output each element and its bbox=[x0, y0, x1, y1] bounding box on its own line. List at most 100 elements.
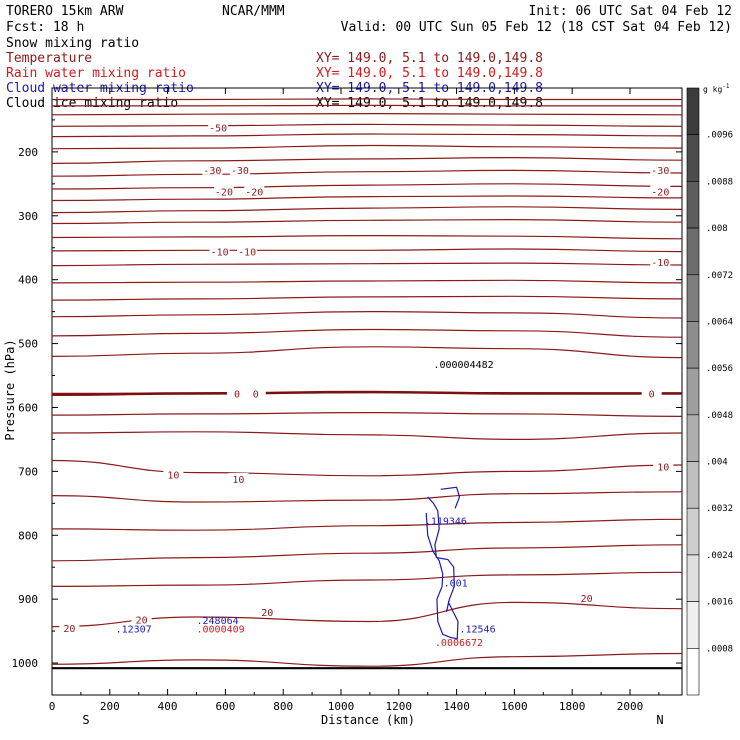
maximum-value: .0000409 bbox=[196, 624, 244, 635]
maximum-value: .001 bbox=[444, 578, 468, 589]
temperature-isotherm bbox=[51, 195, 683, 202]
contour-label: 20 bbox=[136, 616, 148, 627]
plot-frame bbox=[51, 87, 683, 696]
y-tick-label: 300 bbox=[18, 210, 38, 223]
x-tick-label: 1400 bbox=[443, 700, 470, 713]
model-title: TORERO 15km ARW bbox=[6, 4, 124, 19]
colorbar-tick-label: .0096 bbox=[706, 131, 733, 141]
temperature-isotherm bbox=[51, 295, 683, 301]
x-tick-label: 1800 bbox=[559, 700, 586, 713]
colorbar-tick-label: .0024 bbox=[706, 551, 733, 561]
temperature-isotherm bbox=[51, 431, 683, 441]
temperature-isotherm bbox=[51, 262, 683, 267]
x-tick-label: 400 bbox=[158, 700, 178, 713]
x-end-label: N bbox=[656, 713, 663, 727]
x-axis: 0 200 400 600 800 1000 1200 1400 1600 1800 2000 bbox=[49, 88, 660, 713]
x-tick-label: 600 bbox=[215, 700, 235, 713]
cloud-water-contour-top bbox=[440, 486, 461, 509]
colorbar-cell bbox=[686, 461, 700, 509]
y-axis-label: Pressure (hPa) bbox=[3, 339, 17, 440]
temperature-isotherm bbox=[52, 98, 682, 101]
colorbar-cell bbox=[686, 601, 700, 649]
x-tick-label: 1600 bbox=[501, 700, 528, 713]
temperature-isotherm bbox=[51, 279, 683, 284]
contour-label-bg bbox=[650, 255, 671, 267]
forecast-hour: Fcst: 18 h bbox=[6, 20, 84, 35]
x-start-label: S bbox=[82, 713, 89, 727]
colorbar-cell bbox=[686, 507, 700, 556]
colorbar-unit-base: g kg bbox=[703, 85, 722, 94]
temperature-isotherm bbox=[51, 346, 683, 359]
colorbar-cell bbox=[686, 414, 700, 462]
contour-label: -30 bbox=[651, 166, 669, 177]
contour-label-bg bbox=[650, 185, 671, 197]
cloud-water-contours bbox=[425, 486, 461, 640]
colorbar-cell bbox=[686, 321, 700, 369]
contour-label: -20 bbox=[651, 188, 669, 199]
temperature-isotherm bbox=[51, 206, 683, 214]
colorbar-tick-label: .0048 bbox=[706, 411, 733, 421]
freezing-level-line bbox=[51, 390, 682, 396]
x-tick-label: 0 bbox=[49, 700, 56, 713]
temperature-isotherm bbox=[51, 459, 683, 477]
temperature-isotherm bbox=[51, 144, 683, 150]
colorbar-cell bbox=[686, 181, 700, 229]
contour-label-bg bbox=[650, 163, 671, 175]
temperature-isotherm bbox=[51, 123, 683, 127]
contour-label-bg bbox=[163, 468, 184, 480]
colorbar-tick-label: .0008 bbox=[706, 644, 733, 654]
temperature-isotherm bbox=[51, 156, 683, 164]
valid-time: Valid: 00 UTC Sun 05 Feb 12 (18 CST Sat … bbox=[341, 20, 732, 35]
x-axis-label: Distance (km) bbox=[321, 713, 415, 727]
colorbar-tick-label: .0064 bbox=[706, 317, 733, 327]
x-tick-label: 1000 bbox=[328, 700, 355, 713]
contour-label: 20 bbox=[581, 594, 593, 605]
x-tick-label: 1200 bbox=[386, 700, 413, 713]
contour-label-bg bbox=[576, 591, 597, 603]
contour-label-bg bbox=[131, 613, 152, 625]
contour-label: 10 bbox=[232, 475, 244, 486]
colorbar-tick-label: .0032 bbox=[706, 504, 733, 514]
contour-label: 10 bbox=[657, 462, 669, 473]
temperature-isotherm bbox=[51, 218, 683, 225]
x-tick-label: 2000 bbox=[617, 700, 644, 713]
contour-label-bg bbox=[59, 621, 80, 633]
contour-label: 20 bbox=[261, 608, 273, 619]
temperature-contours bbox=[51, 98, 683, 670]
colorbar: .0096 .0088 .008 .0072 .0064 .0056 .0048 .004 .0… bbox=[686, 87, 733, 696]
contour-label: -20 bbox=[245, 188, 263, 199]
contour-label: 0 bbox=[253, 389, 259, 400]
temperature-isotherm bbox=[51, 518, 683, 531]
contour-labels: -50 -30 -30 -30 -20 -20 -20 -10 -10 -10 0 0 0 10 10 10 2… bbox=[59, 121, 674, 635]
field-name: Rain water mixing ratio bbox=[6, 66, 186, 81]
maximum-value: .0006672 bbox=[435, 638, 483, 649]
maxima-markers: .000004482 .119346 .001 .12307 .248064.00004… bbox=[116, 360, 496, 649]
cloud-water-contour bbox=[425, 496, 459, 640]
contour-label: -30 bbox=[203, 166, 221, 177]
contour-label-bg bbox=[228, 473, 249, 485]
temperature-isotherm bbox=[51, 133, 683, 138]
temperature-isotherm bbox=[51, 411, 683, 417]
y-tick-label: 900 bbox=[18, 593, 38, 606]
temperature-isotherm bbox=[51, 571, 683, 587]
contour-label-bg bbox=[244, 185, 265, 197]
center-label: NCAR/MMM bbox=[222, 4, 285, 19]
colorbar-unit-exponent: -1 bbox=[722, 83, 730, 90]
field-xy-range: XY= 149.0, 5.1 to 149.0,149.8 bbox=[316, 66, 543, 81]
colorbar-cell bbox=[686, 367, 700, 416]
colorbar-tick-label: .0056 bbox=[706, 364, 733, 374]
colorbar-unit: g kg-1 bbox=[703, 83, 730, 94]
maximum-value: .000004482 bbox=[433, 360, 493, 371]
colorbar-tick-label: .004 bbox=[706, 458, 728, 468]
contour-label: -10 bbox=[211, 248, 229, 259]
temperature-isotherm bbox=[51, 104, 682, 107]
contour-label: 0 bbox=[649, 389, 655, 400]
colorbar-cell bbox=[686, 554, 700, 602]
contour-label-bg bbox=[208, 121, 229, 133]
maximum-value: .119346 bbox=[425, 516, 467, 527]
contour-label-bg bbox=[653, 460, 674, 472]
temperature-isotherm bbox=[51, 544, 683, 562]
field-name: Cloud ice mixing ratio bbox=[6, 96, 178, 111]
y-tick-label: 700 bbox=[18, 465, 38, 478]
